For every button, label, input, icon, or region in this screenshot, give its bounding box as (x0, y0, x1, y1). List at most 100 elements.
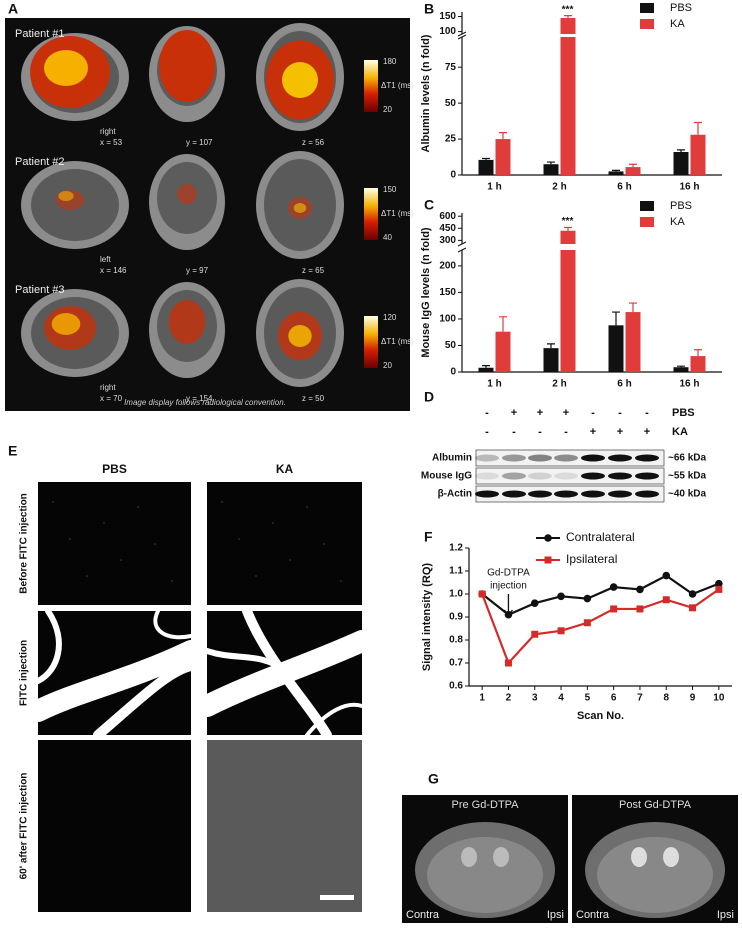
colorbar-min: 20 (383, 361, 392, 370)
activation-map-high (282, 62, 318, 98)
speck (86, 575, 88, 577)
slice-coordinate: z = 65 (302, 266, 325, 275)
series-line (481, 574, 720, 616)
activation-map (177, 184, 197, 204)
bar (608, 171, 624, 175)
colorbar (364, 188, 378, 240)
speck (340, 580, 342, 582)
error-bar (629, 302, 637, 313)
bar (608, 325, 624, 372)
activation-map (159, 30, 215, 102)
legend-swatch (640, 3, 654, 13)
x-tick-label: 6 h (617, 182, 631, 193)
x-tick-label: 2 h (552, 182, 566, 193)
row-label: 60' after FITC injection (19, 773, 30, 880)
bar (478, 367, 494, 372)
blot-band (635, 454, 659, 462)
data-point (688, 590, 697, 598)
blot-band (502, 490, 526, 498)
blot-band (528, 490, 552, 498)
legend-swatch (640, 217, 654, 227)
activation-map-high (51, 313, 81, 335)
error-bar (629, 163, 637, 168)
molecular-weight: ~66 kDa (668, 453, 707, 464)
axis-break (457, 241, 467, 247)
blot-label: Mouse IgG (421, 471, 472, 482)
molecular-weight: ~55 kDa (668, 471, 707, 482)
condition-sign: - (645, 407, 649, 419)
bar (560, 230, 576, 244)
x-tick-label: 6 h (617, 379, 631, 390)
colorbar-max: 120 (383, 313, 397, 322)
error-bar (482, 365, 490, 368)
blot-band (581, 472, 605, 480)
bar (560, 18, 576, 34)
y-tick-label: 0.7 (449, 658, 463, 669)
ventricle (631, 847, 647, 867)
bar (495, 331, 511, 372)
legend-label: PBS (670, 2, 692, 14)
x-tick-label: 1 (479, 693, 485, 704)
condition-sign: - (512, 426, 516, 438)
bar (690, 356, 706, 372)
data-point (689, 604, 697, 612)
error-bar (677, 149, 685, 152)
y-tick-label: 0.8 (449, 635, 463, 646)
legend-label: KA (670, 216, 685, 228)
x-tick-label: 5 (585, 693, 591, 704)
blot-band (554, 454, 578, 462)
speck (221, 501, 223, 503)
speck (103, 522, 105, 524)
error-bar (564, 15, 572, 19)
activation-map-high (44, 50, 88, 86)
x-tick-label: 8 (663, 693, 669, 704)
bar-lower-part (560, 37, 576, 175)
speck (52, 501, 54, 503)
slice-coordinate: y = 97 (186, 266, 209, 275)
orientation-label: right (100, 127, 116, 136)
error-bar (694, 349, 702, 357)
condition-sign: + (590, 426, 596, 438)
condition-sign: - (591, 407, 595, 419)
blood-vessel (27, 640, 202, 722)
speck (69, 538, 71, 540)
y-tick-label: 450 (439, 223, 456, 234)
speck (272, 522, 274, 524)
data-point (478, 590, 486, 598)
y-tick-label: 100 (439, 26, 456, 37)
slice-coordinate: x = 146 (100, 266, 127, 275)
activation-map-high (58, 191, 74, 201)
speck (323, 543, 325, 545)
y-tick-label: 50 (445, 340, 457, 351)
data-point (715, 585, 723, 593)
blot-band (502, 454, 526, 462)
legend-marker (544, 534, 552, 542)
bar-lower-part (560, 250, 576, 372)
blood-vessel (35, 608, 62, 684)
x-tick-label: 1 h (487, 182, 501, 193)
panel-letter: B (424, 1, 434, 17)
bar (495, 139, 511, 175)
bar (478, 159, 494, 175)
speck (255, 575, 257, 577)
condition-sign: - (618, 407, 622, 419)
significance-marker: *** (562, 4, 574, 15)
axis-break (457, 247, 467, 253)
blot-band (502, 472, 526, 480)
y-tick-label: 0.6 (449, 681, 463, 692)
blot-band (528, 472, 552, 480)
annotation: injection (490, 581, 527, 592)
blot-band (554, 472, 578, 480)
patient-label: Patient #2 (15, 156, 65, 168)
blood-vessel (93, 661, 196, 740)
significance-marker: *** (562, 216, 574, 227)
blot-strip (475, 449, 665, 467)
colorbar-label: ΔT1 (ms) (381, 81, 414, 90)
y-tick-label: 300 (439, 235, 456, 246)
x-tick-label: 7 (637, 693, 643, 704)
blood-vessel (204, 648, 290, 674)
y-tick-label: 1.2 (449, 543, 463, 554)
scale-bar (320, 895, 354, 900)
data-point (583, 619, 591, 627)
